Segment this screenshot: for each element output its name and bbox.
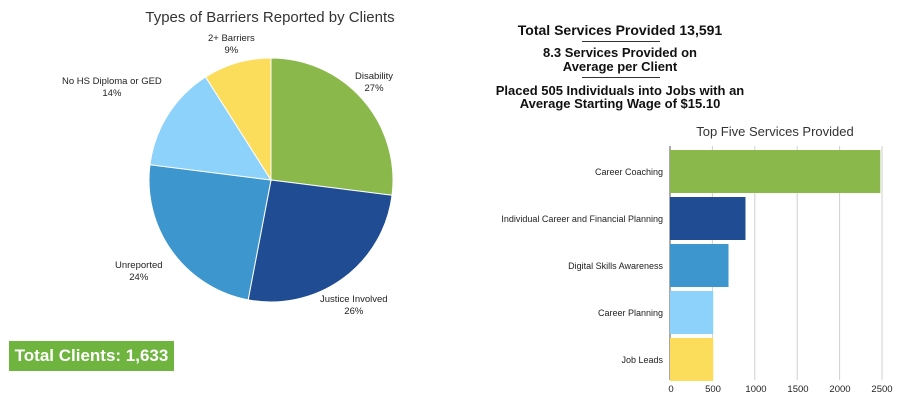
pie-slice-2-barriers <box>204 57 272 182</box>
bar-label-career-planning: Career Planning <box>597 308 663 318</box>
pie-chart <box>148 57 394 303</box>
x-tick-1500: 1500 <box>787 384 809 395</box>
bar-digital-skills-awareness <box>670 244 729 287</box>
x-tick-0: 0 <box>668 384 674 395</box>
pie-label-justice-involved: Justice Involved 26% <box>320 294 388 317</box>
bar-chart <box>669 146 883 381</box>
pie-label-no-hs-diploma: No HS Diploma or GED 14% <box>62 76 162 99</box>
bar-career-coaching <box>670 150 881 193</box>
bar-label-career-coaching: Career Coaching <box>594 167 663 177</box>
total-clients-badge: Total Clients: 1,633 <box>9 341 174 371</box>
x-tick-1000: 1000 <box>745 384 767 395</box>
bar-label-digital-skills: Digital Skills Awareness <box>568 261 663 271</box>
total-services-text: Total Services Provided 13,591 <box>517 22 723 38</box>
pie-label-disability: Disability 27% <box>355 71 394 94</box>
divider-2 <box>582 77 660 78</box>
x-tick-500: 500 <box>705 384 721 395</box>
bar-chart-title: Top Five Services Provided <box>696 124 854 139</box>
x-tick-2000: 2000 <box>829 384 851 395</box>
placement-text: Placed 505 Individuals into Jobs with an… <box>495 83 745 111</box>
pie-chart-title: Types of Barriers Reported by Clients <box>145 9 395 26</box>
bar-label-individual-planning: Individual Career and Financial Planning <box>501 214 663 224</box>
pie-slice-unreported <box>148 164 272 301</box>
bar-job-leads <box>670 338 714 381</box>
pie-slice-disability <box>270 57 394 196</box>
bar-label-job-leads: Job Leads <box>621 355 663 365</box>
pie-slice-no-hs-diploma-or-ged <box>149 76 272 181</box>
pie-slice-justice-involved <box>247 179 393 303</box>
bar-individual-career-and-financial-planning <box>670 197 746 240</box>
pie-label-unreported: Unreported 24% <box>115 260 163 283</box>
divider-1 <box>582 41 660 42</box>
x-tick-2500: 2500 <box>871 384 893 395</box>
average-services-text: 8.3 Services Provided on Average per Cli… <box>543 45 697 74</box>
pie-label-2-plus-barriers: 2+ Barriers 9% <box>208 33 255 56</box>
bar-career-planning <box>670 291 714 334</box>
